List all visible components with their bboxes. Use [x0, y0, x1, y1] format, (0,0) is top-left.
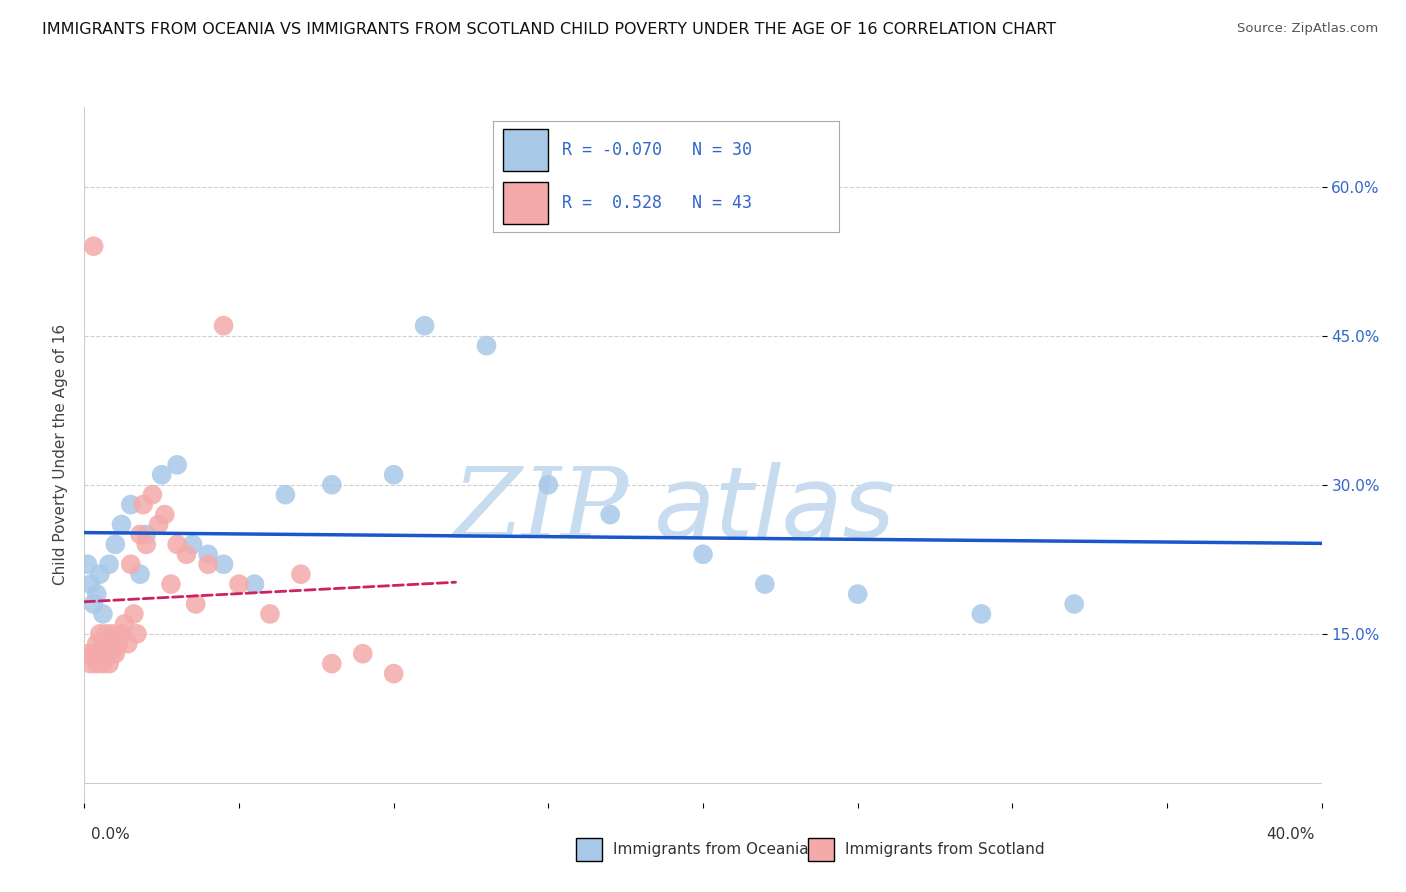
Point [150, 467, 173, 482]
Point [94, 647, 117, 661]
Point [104, 637, 127, 651]
Point [846, 587, 869, 601]
Point [754, 577, 776, 591]
Point [104, 537, 127, 551]
Point [76, 647, 98, 661]
Text: IMMIGRANTS FROM OCEANIA VS IMMIGRANTS FROM SCOTLAND CHILD POVERTY UNDER THE AGE : IMMIGRANTS FROM OCEANIA VS IMMIGRANTS FR… [42, 22, 1056, 37]
Point [76, 558, 98, 572]
Point [692, 547, 714, 561]
Point [148, 517, 170, 532]
Point [83, 597, 105, 611]
Point [197, 558, 219, 572]
Point [243, 577, 266, 591]
Point [129, 527, 152, 541]
Text: 0.0%: 0.0% [91, 827, 131, 841]
Point [212, 558, 235, 572]
Point [89, 647, 111, 661]
Point [125, 627, 148, 641]
Point [135, 537, 157, 551]
Point [599, 508, 621, 522]
Point [98, 657, 121, 671]
Point [89, 567, 111, 582]
Point [110, 627, 132, 641]
Point [91, 637, 114, 651]
Point [135, 527, 157, 541]
Point [122, 607, 145, 621]
Point [86, 587, 108, 601]
Point [117, 637, 139, 651]
Point [101, 627, 124, 641]
Point [382, 467, 405, 482]
Point [290, 567, 312, 582]
Point [89, 627, 111, 641]
Point [120, 498, 142, 512]
Point [101, 647, 124, 661]
Y-axis label: Child Poverty Under the Age of 16: Child Poverty Under the Age of 16 [52, 325, 67, 585]
Point [321, 657, 343, 671]
Point [83, 239, 105, 253]
Point [176, 547, 198, 561]
Point [91, 657, 114, 671]
Point [83, 647, 105, 661]
Point [184, 597, 207, 611]
Point [228, 577, 250, 591]
Point [79, 657, 101, 671]
Text: atlas: atlas [654, 462, 896, 559]
Text: 40.0%: 40.0% [1267, 827, 1315, 841]
Point [104, 647, 127, 661]
Point [212, 318, 235, 333]
Text: Immigrants from Oceania: Immigrants from Oceania [613, 842, 808, 856]
Point [110, 517, 132, 532]
Point [970, 607, 993, 621]
Text: Source: ZipAtlas.com: Source: ZipAtlas.com [1237, 22, 1378, 36]
Point [321, 477, 343, 491]
Point [94, 627, 117, 641]
Point [197, 547, 219, 561]
Point [120, 558, 142, 572]
Point [153, 508, 176, 522]
Point [91, 607, 114, 621]
Point [475, 338, 498, 352]
Point [259, 607, 281, 621]
Point [382, 666, 405, 681]
Point [160, 577, 183, 591]
Point [141, 488, 163, 502]
Point [114, 616, 136, 631]
Point [413, 318, 436, 333]
Point [98, 558, 121, 572]
Point [129, 567, 152, 582]
Point [166, 458, 188, 472]
Point [79, 577, 101, 591]
Point [181, 537, 204, 551]
Point [352, 647, 374, 661]
Point [86, 637, 108, 651]
Point [98, 637, 121, 651]
Text: Immigrants from Scotland: Immigrants from Scotland [845, 842, 1045, 856]
Text: ZIP: ZIP [453, 463, 628, 558]
Point [86, 657, 108, 671]
Point [274, 488, 297, 502]
Point [537, 477, 560, 491]
Point [1063, 597, 1085, 611]
Point [166, 537, 188, 551]
Point [107, 637, 129, 651]
Point [132, 498, 155, 512]
